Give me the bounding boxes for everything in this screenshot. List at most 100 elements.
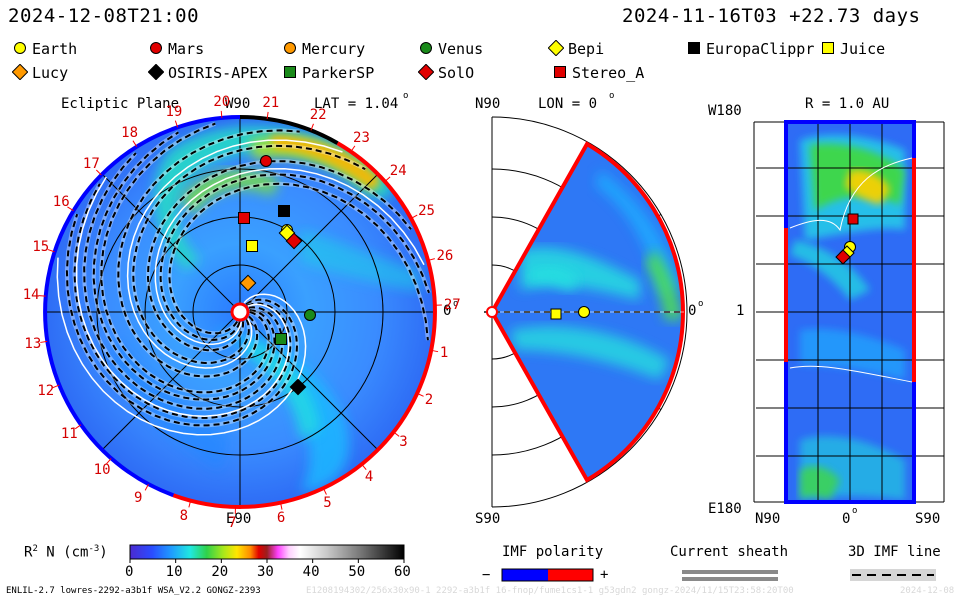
ecliptic-polarity-rim <box>43 115 437 509</box>
density-colorbar <box>129 544 405 560</box>
imf-line-halo <box>64 213 300 428</box>
day-label: 23 <box>353 130 370 147</box>
diamond-symbol-icon <box>547 39 565 57</box>
r-x-mid-label: 0 <box>842 511 851 527</box>
imf-line <box>168 182 429 341</box>
colorbar-tick-label: 20 <box>211 564 229 580</box>
current-sheath-line <box>789 157 913 232</box>
day-tick <box>266 111 269 119</box>
legend-label: Bepi <box>568 40 605 58</box>
density-feature <box>510 326 670 380</box>
legend-item-venus: Venus <box>418 40 483 57</box>
ecliptic-right-degree: o <box>453 299 459 309</box>
colorbar-tick-label: 50 <box>348 564 366 580</box>
day-tick <box>47 249 55 253</box>
day-label: 7 <box>228 514 237 531</box>
circle-symbol-icon <box>284 42 296 54</box>
ecliptic-top-label: W90 <box>225 96 251 112</box>
day-tick <box>310 123 314 131</box>
day-label: 8 <box>179 508 188 525</box>
r-x-left-label: N90 <box>755 511 781 527</box>
day-tick <box>280 502 283 510</box>
circle-symbol-icon <box>150 42 162 54</box>
imf-line <box>73 183 292 419</box>
day-label: 16 <box>52 194 70 211</box>
day-label: 1 <box>439 345 449 362</box>
day-tick <box>416 392 424 397</box>
meridional-title-degree: o <box>609 91 615 101</box>
sun-marker <box>486 306 498 318</box>
day-label: 15 <box>32 238 50 255</box>
range-arc <box>491 116 688 508</box>
day-label: 2 <box>424 392 434 409</box>
ecliptic-density-features <box>110 126 420 492</box>
imf-polarity-title: IMF polarity <box>502 544 604 560</box>
run-datetime: 2024-11-16T03 +22.73 days <box>622 5 921 27</box>
meridional-right-label: 0 <box>688 303 697 319</box>
day-tick <box>350 145 356 152</box>
day-label: 12 <box>37 383 55 400</box>
colorbar-label: R2 N (cm-3) <box>24 544 108 561</box>
legend-item-earth: Earth <box>12 40 77 57</box>
day-label: 18 <box>121 125 139 142</box>
date-footer: 2024-12-08 <box>900 586 955 596</box>
body-marker-osiris-apex <box>289 378 307 396</box>
r-sphere-panel <box>753 120 945 504</box>
body-marker-stereo-a <box>238 212 250 224</box>
body-marker-stereo-a <box>847 213 859 225</box>
day-tick <box>188 500 192 508</box>
current-sheath-line <box>154 168 425 345</box>
legend-label: Lucy <box>32 64 69 82</box>
colorbar-tick-label: 40 <box>302 564 320 580</box>
day-label: 14 <box>22 286 40 303</box>
day-tick <box>220 110 223 118</box>
day-tick <box>95 169 102 176</box>
day-tick <box>384 176 391 182</box>
colorbar-tick-label: 10 <box>165 564 183 580</box>
body-marker-juice <box>246 240 258 252</box>
day-label: 6 <box>276 510 286 527</box>
meridional-top-label: N90 <box>475 96 501 112</box>
meridional-title: LON = 0 <box>538 96 598 112</box>
imf-line-halo <box>99 121 271 395</box>
day-label: 13 <box>24 335 42 352</box>
r-title: R = 1.0 AU <box>805 96 890 112</box>
body-marker-mars <box>260 155 272 167</box>
grid-ray <box>245 173 379 307</box>
day-tick <box>174 120 179 128</box>
run-id-footer: E1208194302/256x30x90-1 2292-a3b1f 16-fn… <box>306 586 794 596</box>
colorbar-tick-label: 60 <box>394 564 411 580</box>
imf-line <box>117 129 300 378</box>
square-symbol-icon <box>822 42 834 54</box>
day-label: 27 <box>443 296 461 313</box>
imf-line-halo <box>131 143 367 366</box>
current-sheath-line <box>75 176 290 417</box>
circle-symbol-icon <box>420 42 432 54</box>
density-feature <box>215 330 349 492</box>
imf-line-halo <box>82 151 285 411</box>
day-tick <box>40 340 48 343</box>
meridional-right-degree: o <box>698 299 704 309</box>
day-tick <box>144 483 149 491</box>
day-label: 11 <box>60 426 78 443</box>
day-tick <box>74 424 82 430</box>
day-tick <box>132 140 138 147</box>
meridional-overlays <box>484 141 685 483</box>
ecliptic-bottom-label: E90 <box>226 511 252 527</box>
legend-item-europaclippr: EuropaClippr <box>686 40 814 57</box>
day-tick <box>106 458 112 465</box>
imf-line <box>146 160 412 352</box>
diamond-symbol-icon <box>11 63 29 81</box>
density-feature <box>300 230 420 292</box>
current-sheath-title: Current sheath <box>670 544 789 560</box>
day-label: 20 <box>213 93 231 110</box>
day-tick <box>67 206 74 212</box>
legend-label: Earth <box>32 40 78 58</box>
legend-item-mars: Mars <box>148 40 204 57</box>
density-feature <box>530 266 580 292</box>
imf-line-halo <box>158 172 431 342</box>
day-label: 24 <box>389 162 407 179</box>
ecliptic-right-label: 0 <box>443 303 452 319</box>
legend-item-juice: Juice <box>820 40 885 57</box>
